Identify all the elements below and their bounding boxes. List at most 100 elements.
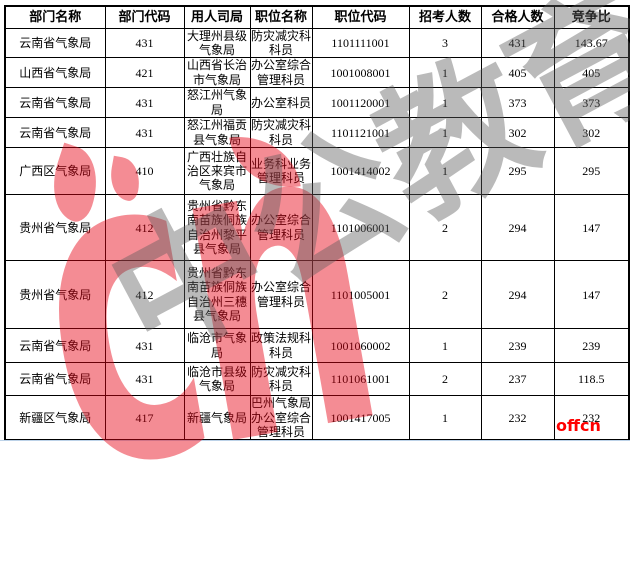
table-cell: 410 bbox=[104, 147, 185, 196]
table-cell: 云南省气象局 bbox=[4, 87, 106, 119]
table-cell: 412 bbox=[104, 260, 185, 330]
table-cell: 1 bbox=[408, 147, 482, 196]
table-cell: 143.67 bbox=[553, 27, 630, 59]
column-header-qualified: 合格人数 bbox=[480, 5, 555, 29]
offcn-logo: offcn bbox=[556, 416, 601, 435]
table-cell: 3 bbox=[408, 27, 482, 59]
table-cell: 防灾减灾科科员 bbox=[249, 362, 313, 397]
table-cell: 大理州县级气象局 bbox=[183, 27, 251, 59]
table-cell: 302 bbox=[480, 117, 555, 149]
table-cell: 防灾减灾科科员 bbox=[249, 27, 313, 59]
table-cell: 294 bbox=[480, 194, 555, 262]
table-cell: 1001414002 bbox=[311, 147, 410, 196]
table-cell: 147 bbox=[553, 260, 630, 330]
table-cell: 1 bbox=[408, 87, 482, 119]
table-cell: 1001417005 bbox=[311, 395, 410, 441]
recruitment-table: 部门名称 部门代码 用人司局 职位名称 职位代码 招考人数 合格人数 竞争比 云… bbox=[4, 5, 630, 442]
table-cell: 2 bbox=[408, 260, 482, 330]
table-cell: 412 bbox=[104, 194, 185, 262]
column-header-position-code: 职位代码 bbox=[311, 5, 410, 29]
table-row: 云南省气象局 431 大理州县级气象局 防灾减灾科科员 1101111001 3… bbox=[4, 27, 630, 59]
table-cell: 417 bbox=[104, 395, 185, 441]
table-cell: 临沧市县级气象局 bbox=[183, 362, 251, 397]
table-cell: 431 bbox=[480, 27, 555, 59]
table-cell: 新疆区气象局 bbox=[4, 395, 106, 441]
table-cell: 政策法规科科员 bbox=[249, 328, 313, 364]
table-row: 贵州省气象局 412 贵州省黔东南苗族侗族自治州黎平县气象局 办公室综合管理科员… bbox=[4, 194, 630, 262]
table-cell: 山西省气象局 bbox=[4, 57, 106, 89]
table-cell: 1101111001 bbox=[311, 27, 410, 59]
table-cell: 办公室综合管理科员 bbox=[249, 260, 313, 330]
table-row: 云南省气象局 431 怒江州福贡县气象局 防灾减灾科科员 1101121001 … bbox=[4, 117, 630, 149]
table-cell: 431 bbox=[104, 362, 185, 397]
column-header-ratio: 竞争比 bbox=[553, 5, 630, 29]
column-header-bureau: 用人司局 bbox=[183, 5, 251, 29]
table-cell: 新疆气象局 bbox=[183, 395, 251, 441]
table-cell: 防灾减灾科科员 bbox=[249, 117, 313, 149]
table-cell: 云南省气象局 bbox=[4, 362, 106, 397]
table-cell: 405 bbox=[480, 57, 555, 89]
table-cell: 1001060002 bbox=[311, 328, 410, 364]
table-cell: 373 bbox=[553, 87, 630, 119]
table-cell: 1101061001 bbox=[311, 362, 410, 397]
table-cell: 239 bbox=[553, 328, 630, 364]
table-cell: 贵州省气象局 bbox=[4, 260, 106, 330]
table-cell: 1 bbox=[408, 395, 482, 441]
table-cell: 421 bbox=[104, 57, 185, 89]
table-cell: 1 bbox=[408, 57, 482, 89]
table-cell: 431 bbox=[104, 328, 185, 364]
table-row: 云南省气象局 431 临沧市县级气象局 防灾减灾科科员 1101061001 2… bbox=[4, 362, 630, 397]
table-cell: 294 bbox=[480, 260, 555, 330]
table-row: 新疆区气象局 417 新疆气象局 巴州气象局办公室综合管理科员 10014170… bbox=[4, 395, 630, 441]
column-header-department: 部门名称 bbox=[4, 5, 106, 29]
table-cell: 云南省气象局 bbox=[4, 27, 106, 59]
table-cell: 怒江州气象局 bbox=[183, 87, 251, 119]
table-cell: 232 bbox=[480, 395, 555, 441]
table-row: 山西省气象局 421 山西省长治市气象局 办公室综合管理科员 100100800… bbox=[4, 57, 630, 89]
table-cell: 1101005001 bbox=[311, 260, 410, 330]
table-cell: 广西区气象局 bbox=[4, 147, 106, 196]
table-cell: 办公室综合管理科员 bbox=[249, 57, 313, 89]
table-row: 贵州省气象局 412 贵州省黔东南苗族侗族自治州三穗县气象局 办公室综合管理科员… bbox=[4, 260, 630, 330]
table-cell: 431 bbox=[104, 117, 185, 149]
table-cell: 118.5 bbox=[553, 362, 630, 397]
table-cell: 237 bbox=[480, 362, 555, 397]
table-row: 云南省气象局 431 怒江州气象局 办公室科员 1001120001 1 373… bbox=[4, 87, 630, 119]
column-header-openings: 招考人数 bbox=[408, 5, 482, 29]
table-cell: 147 bbox=[553, 194, 630, 262]
table-cell: 1001008001 bbox=[311, 57, 410, 89]
table-cell: 云南省气象局 bbox=[4, 328, 106, 364]
header-row: 部门名称 部门代码 用人司局 职位名称 职位代码 招考人数 合格人数 竞争比 bbox=[4, 5, 630, 29]
table-cell: 295 bbox=[553, 147, 630, 196]
table-cell: 1101121001 bbox=[311, 117, 410, 149]
table-cell: 山西省长治市气象局 bbox=[183, 57, 251, 89]
table-cell: 2 bbox=[408, 194, 482, 262]
table-cell: 302 bbox=[553, 117, 630, 149]
table-cell: 1001120001 bbox=[311, 87, 410, 119]
table-cell: 贵州省黔东南苗族侗族自治州三穗县气象局 bbox=[183, 260, 251, 330]
table-cell: 1 bbox=[408, 117, 482, 149]
table-cell: 云南省气象局 bbox=[4, 117, 106, 149]
column-header-position: 职位名称 bbox=[249, 5, 313, 29]
table-cell: 业务科业务管理科员 bbox=[249, 147, 313, 196]
table-row: 广西区气象局 410 广西壮族自治区来宾市气象局 业务科业务管理科员 10014… bbox=[4, 147, 630, 196]
table-cell: 1 bbox=[408, 328, 482, 364]
table-cell: 431 bbox=[104, 27, 185, 59]
table-cell: 239 bbox=[480, 328, 555, 364]
table-cell: 巴州气象局办公室综合管理科员 bbox=[249, 395, 313, 441]
table-cell: 怒江州福贡县气象局 bbox=[183, 117, 251, 149]
table-cell: 1101006001 bbox=[311, 194, 410, 262]
column-header-dept-code: 部门代码 bbox=[104, 5, 185, 29]
table-cell: 贵州省黔东南苗族侗族自治州黎平县气象局 bbox=[183, 194, 251, 262]
table-cell: 295 bbox=[480, 147, 555, 196]
table-cell: 办公室科员 bbox=[249, 87, 313, 119]
spreadsheet-gridline bbox=[0, 440, 630, 441]
table-cell: 431 bbox=[104, 87, 185, 119]
table-cell: 373 bbox=[480, 87, 555, 119]
table-cell: 临沧市气象局 bbox=[183, 328, 251, 364]
table-cell: 232 bbox=[553, 395, 630, 441]
table-row: 云南省气象局 431 临沧市气象局 政策法规科科员 1001060002 1 2… bbox=[4, 328, 630, 364]
table-cell: 贵州省气象局 bbox=[4, 194, 106, 262]
table-cell: 2 bbox=[408, 362, 482, 397]
table-cell: 广西壮族自治区来宾市气象局 bbox=[183, 147, 251, 196]
